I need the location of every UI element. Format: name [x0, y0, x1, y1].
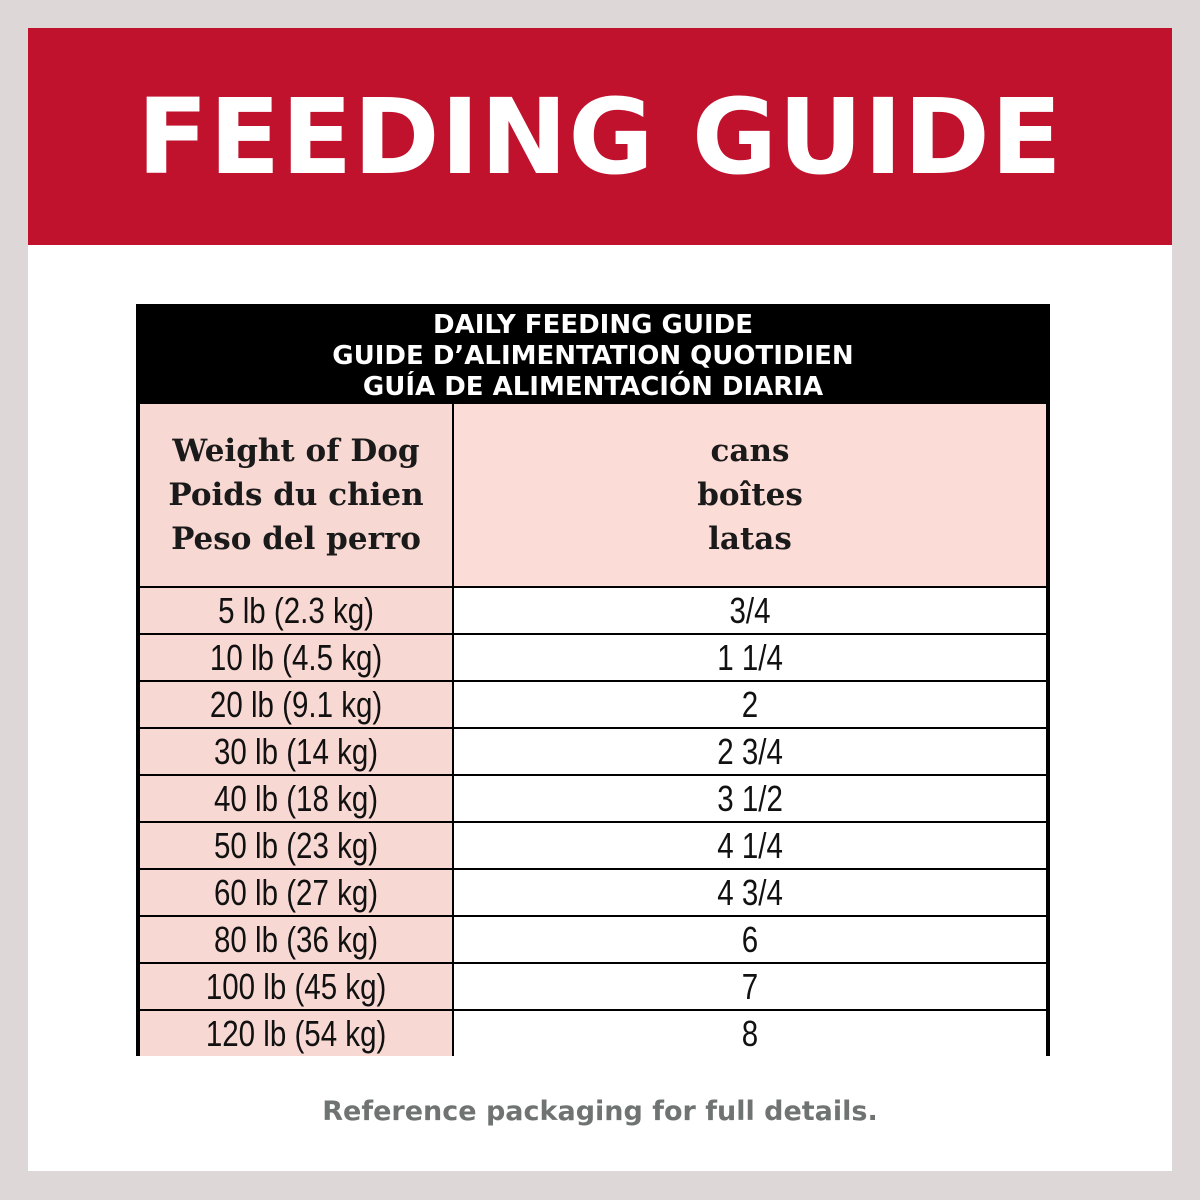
cans-header-fr: boîtes [697, 477, 803, 513]
table-title-line-en: DAILY FEEDING GUIDE [433, 309, 753, 340]
cans-cell: 7 [454, 964, 1046, 1009]
table-row: 20 lb (9.1 kg) 2 [140, 682, 1046, 729]
cans-cell: 6 [454, 917, 1046, 962]
weight-cell: 5 lb (2.3 kg) [140, 588, 454, 633]
weight-cell: 10 lb (4.5 kg) [140, 635, 454, 680]
table-row: 60 lb (27 kg) 4 3/4 [140, 870, 1046, 917]
weight-cell: 80 lb (36 kg) [140, 917, 454, 962]
cans-cell: 4 1/4 [454, 823, 1046, 868]
weight-header-es: Peso del perro [171, 521, 421, 557]
table-row: 80 lb (36 kg) 6 [140, 917, 1046, 964]
weight-column-header: Weight of Dog Poids du chien Peso del pe… [140, 404, 454, 586]
weight-cell: 60 lb (27 kg) [140, 870, 454, 915]
weight-cell: 120 lb (54 kg) [140, 1011, 454, 1056]
weight-cell: 30 lb (14 kg) [140, 729, 454, 774]
table-row: 5 lb (2.3 kg) 3/4 [140, 588, 1046, 635]
feeding-table: DAILY FEEDING GUIDE GUIDE D’ALIMENTATION… [136, 304, 1050, 1056]
column-header-row: Weight of Dog Poids du chien Peso del pe… [140, 402, 1046, 586]
weight-cell: 40 lb (18 kg) [140, 776, 454, 821]
banner-title: FEEDING GUIDE [137, 75, 1063, 198]
cans-header-en: cans [710, 433, 790, 469]
cans-cell: 2 [454, 682, 1046, 727]
table-row: 40 lb (18 kg) 3 1/2 [140, 776, 1046, 823]
title-banner: FEEDING GUIDE [28, 28, 1172, 245]
cans-cell: 8 [454, 1011, 1046, 1056]
table-row: 120 lb (54 kg) 8 [140, 1011, 1046, 1056]
feeding-guide-card: FEEDING GUIDE DAILY FEEDING GUIDE GUIDE … [28, 28, 1172, 1171]
cans-header-es: latas [708, 521, 792, 557]
cans-cell: 1 1/4 [454, 635, 1046, 680]
weight-header-fr: Poids du chien [168, 477, 424, 513]
table-row: 30 lb (14 kg) 2 3/4 [140, 729, 1046, 776]
weight-cell: 20 lb (9.1 kg) [140, 682, 454, 727]
table-row: 100 lb (45 kg) 7 [140, 964, 1046, 1011]
table-row: 10 lb (4.5 kg) 1 1/4 [140, 635, 1046, 682]
table-row: 50 lb (23 kg) 4 1/4 [140, 823, 1046, 870]
footnote: Reference packaging for full details. [322, 1096, 878, 1127]
cans-cell: 3 1/2 [454, 776, 1046, 821]
cans-cell: 2 3/4 [454, 729, 1046, 774]
feeding-table-inner: DAILY FEEDING GUIDE GUIDE D’ALIMENTATION… [140, 308, 1046, 1056]
table-body: 5 lb (2.3 kg) 3/4 10 lb (4.5 kg) 1 1/4 2… [140, 586, 1046, 1056]
weight-header-en: Weight of Dog [172, 433, 420, 469]
weight-cell: 50 lb (23 kg) [140, 823, 454, 868]
table-title: DAILY FEEDING GUIDE GUIDE D’ALIMENTATION… [140, 308, 1046, 402]
weight-cell: 100 lb (45 kg) [140, 964, 454, 1009]
cans-cell: 3/4 [454, 588, 1046, 633]
table-title-line-fr: GUIDE D’ALIMENTATION QUOTIDIEN [332, 340, 854, 371]
cans-column-header: cans boîtes latas [454, 404, 1046, 586]
cans-cell: 4 3/4 [454, 870, 1046, 915]
table-title-line-es: GUÍA DE ALIMENTACIÓN DIARIA [362, 371, 824, 402]
